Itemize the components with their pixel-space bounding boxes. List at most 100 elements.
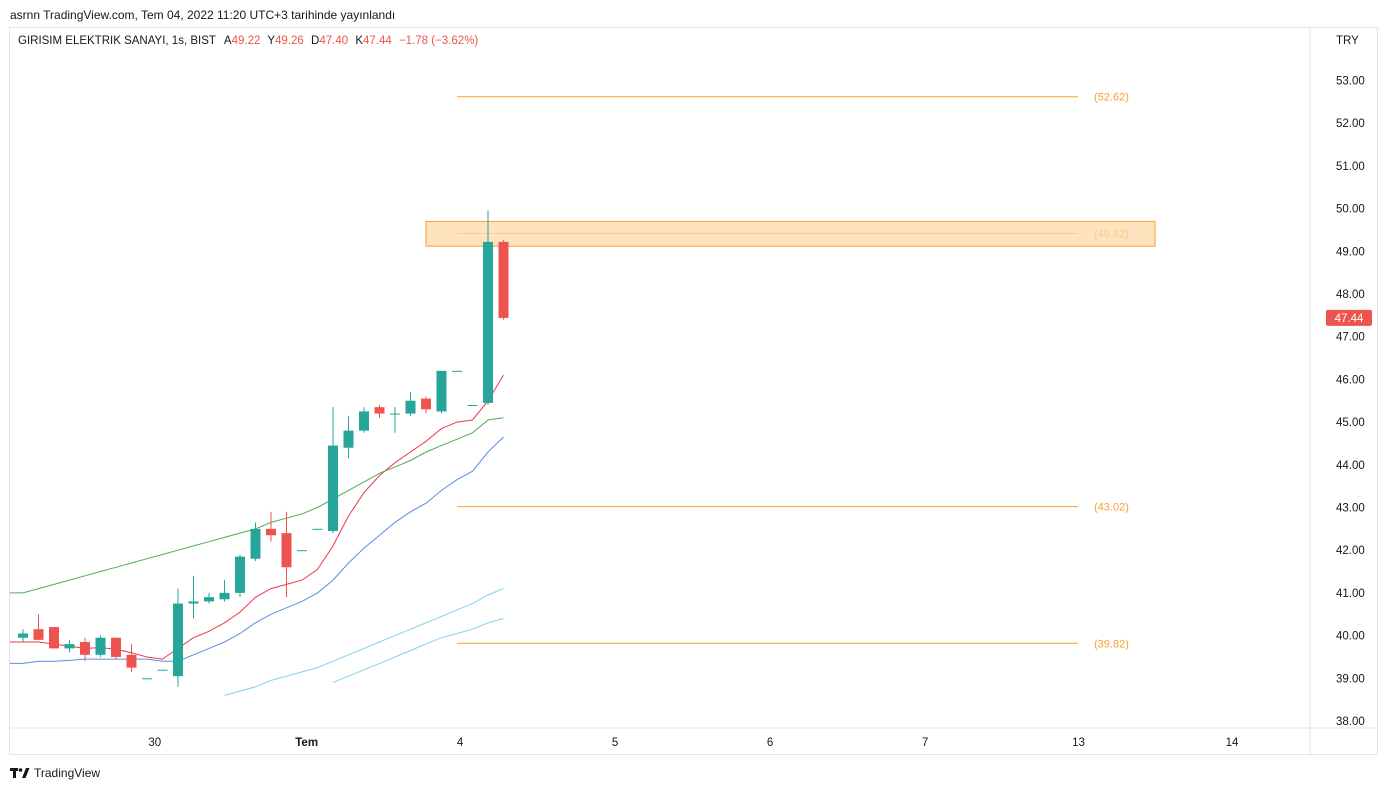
candle-body	[219, 592, 230, 600]
price-tick-label: 39.00	[1336, 673, 1365, 685]
candle-body	[452, 370, 462, 372]
close-value: 47.44	[362, 35, 392, 47]
candle[interactable]	[219, 580, 230, 602]
brand-name: TradingView	[34, 766, 101, 780]
candle[interactable]	[405, 392, 416, 416]
candle-body	[374, 407, 385, 414]
price-tick-label: 48.00	[1336, 289, 1365, 301]
symbol-legend: GIRISIM ELEKTRIK SANAYI, 1s, BIST A49.22 …	[18, 35, 482, 47]
last-price-badge: 47.44	[1326, 309, 1372, 326]
level-label: (39.82)	[1094, 638, 1129, 650]
candle-body	[483, 241, 493, 403]
candle[interactable]	[33, 614, 44, 640]
candle[interactable]	[281, 511, 292, 598]
high-value: 49.26	[275, 35, 304, 47]
horizontal-levels: (52.62)(49.42)(43.02)(39.82)	[457, 92, 1129, 650]
price-axis: 53.00 52.00 51.00 50.00 49.00 48.00 47.00 46.00…	[1336, 76, 1365, 729]
candle-body	[188, 601, 199, 604]
price-tick-label: 47.00	[1336, 332, 1365, 344]
candle[interactable]	[111, 637, 121, 660]
candle[interactable]	[18, 629, 28, 643]
price-tick-label: 53.00	[1336, 76, 1365, 88]
footer-brand[interactable]: TradingView	[10, 766, 100, 780]
resistance-zone	[425, 220, 1156, 247]
candle[interactable]	[374, 405, 385, 418]
candle[interactable]	[64, 639, 75, 653]
candle[interactable]	[390, 407, 400, 433]
candle[interactable]	[126, 644, 137, 672]
candle[interactable]	[483, 210, 493, 406]
close-label: K	[355, 35, 363, 47]
symbol-name: GIRISIM ELEKTRIK SANAYI, 1s, BIST	[18, 35, 216, 47]
candle-body	[312, 528, 323, 530]
candles	[18, 210, 509, 687]
candle-body	[421, 398, 431, 410]
candle[interactable]	[266, 511, 276, 542]
resistance-zone-box[interactable]	[425, 220, 1156, 247]
price-tick-label: 52.00	[1336, 118, 1365, 130]
candle[interactable]	[343, 415, 354, 459]
moving-average-line	[224, 588, 504, 696]
time-tick-label: 30	[148, 737, 161, 749]
candle-body	[297, 550, 307, 552]
candle[interactable]	[204, 592, 214, 604]
candle[interactable]	[80, 637, 90, 662]
time-tick-label: 13	[1072, 737, 1085, 749]
candle-body	[390, 413, 400, 415]
moving-average-line	[10, 417, 504, 594]
candle[interactable]	[452, 370, 462, 372]
candle-body	[142, 678, 152, 680]
candle[interactable]	[498, 240, 509, 320]
high-label: Y	[267, 35, 276, 47]
price-tick-label: 45.00	[1336, 417, 1365, 429]
low-label: D	[311, 35, 320, 47]
change-value: −1.78 (−3.62%)	[398, 35, 479, 47]
candle[interactable]	[250, 522, 261, 561]
time-axis: 30 Tem 4 5 6 7 13 14	[148, 737, 1239, 749]
price-tick-label: 41.00	[1336, 588, 1365, 600]
candle-body	[467, 405, 478, 407]
candle[interactable]	[188, 575, 199, 619]
candle[interactable]	[467, 405, 478, 407]
price-tick-label: 49.00	[1336, 246, 1365, 258]
level-label: (43.02)	[1094, 502, 1129, 514]
chart-frame	[9, 27, 1378, 755]
candle-body	[405, 400, 416, 414]
candle[interactable]	[49, 627, 59, 649]
price-tick-label: 43.00	[1336, 503, 1365, 515]
open-label: A	[223, 35, 232, 47]
candle[interactable]	[173, 588, 183, 687]
moving-average-line	[10, 374, 504, 660]
time-tick-label: 14	[1226, 737, 1239, 749]
candle[interactable]	[436, 370, 447, 414]
candle-body	[95, 637, 106, 655]
candle[interactable]	[421, 396, 431, 414]
candle-body	[204, 597, 214, 602]
candle[interactable]	[235, 554, 245, 598]
price-tick-label: 38.00	[1336, 716, 1365, 728]
candle[interactable]	[359, 407, 369, 433]
candle[interactable]	[157, 669, 168, 671]
candle-body	[266, 528, 276, 536]
candle-body	[33, 629, 44, 640]
candle[interactable]	[142, 678, 152, 680]
time-tick-label: Tem	[295, 737, 318, 749]
time-tick-label: 6	[767, 737, 773, 749]
price-tick-label: 44.00	[1336, 460, 1365, 472]
candle[interactable]	[328, 407, 338, 534]
candle-body	[250, 528, 261, 559]
price-tick-label: 51.00	[1336, 161, 1365, 173]
candle-body	[18, 633, 28, 638]
candle[interactable]	[95, 635, 106, 657]
candle-body	[80, 642, 90, 655]
candle-body	[436, 370, 447, 412]
last-price-label: 47.44	[1335, 313, 1364, 325]
time-tick-label: 7	[922, 737, 928, 749]
open-value: 49.22	[231, 35, 261, 47]
tradingview-logo-icon	[10, 768, 30, 778]
candle[interactable]	[312, 528, 323, 530]
candle[interactable]	[297, 550, 307, 552]
moving-average-line	[332, 618, 504, 684]
candle-body	[281, 533, 292, 568]
